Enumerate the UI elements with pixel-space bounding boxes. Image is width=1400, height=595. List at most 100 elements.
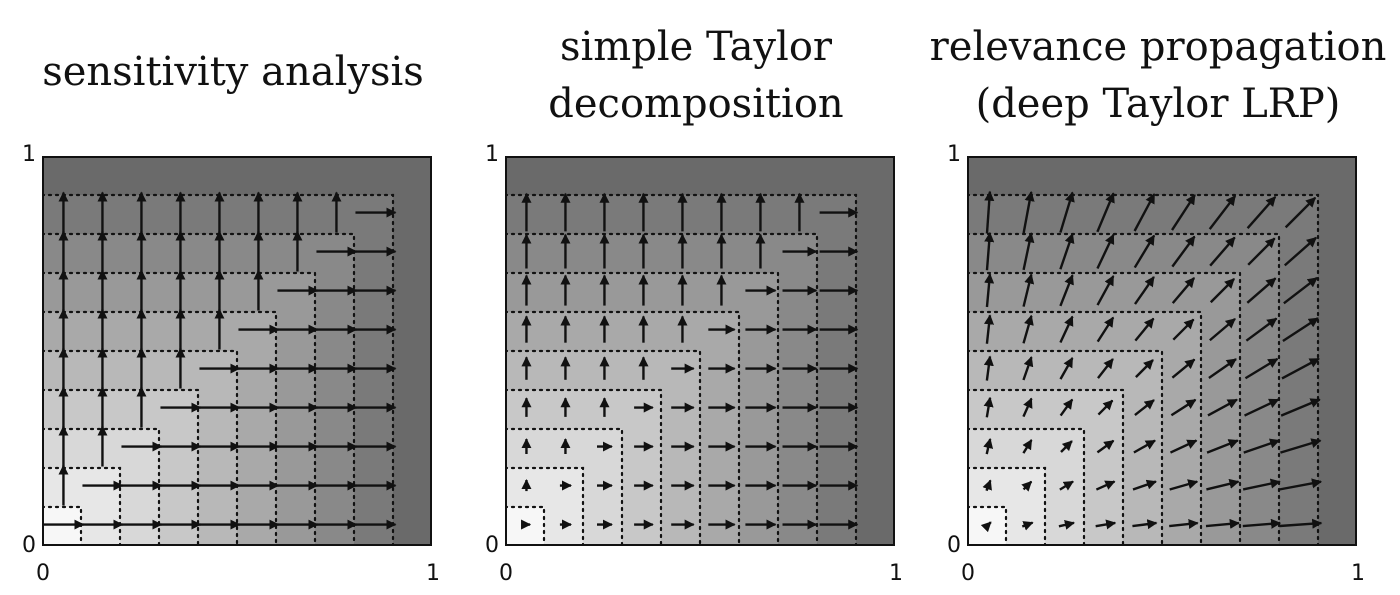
vector-arrow — [1096, 316, 1115, 343]
vector-arrow — [1022, 273, 1035, 307]
contour-line — [42, 388, 200, 546]
contour-line — [505, 310, 741, 546]
vector-arrow — [1132, 479, 1157, 491]
y-tick-min: 0 — [947, 533, 961, 558]
contour-line — [42, 427, 161, 546]
vector-arrow — [1280, 398, 1321, 417]
x-tick-max: 1 — [426, 561, 440, 586]
panel-title-line-1: sensitivity analysis — [42, 49, 424, 95]
vector-arrow — [1096, 233, 1115, 269]
vector-arrow — [1206, 439, 1239, 454]
panel-simple-taylor-decomposition: simple Taylor decomposition 1 0 0 1 — [463, 0, 929, 595]
vector-arrow — [1245, 317, 1278, 342]
contour-line — [505, 193, 858, 546]
vector-arrow — [1244, 357, 1279, 380]
vector-arrow — [1059, 398, 1074, 417]
contour-line — [967, 193, 1320, 546]
vector-arrow — [1060, 440, 1073, 453]
contour-line — [505, 427, 624, 546]
vector-arrow — [1135, 359, 1154, 378]
vector-arrow — [1022, 397, 1033, 418]
vector-arrow — [1209, 236, 1236, 267]
vector-arrow — [1242, 478, 1281, 491]
vector-arrow — [1171, 358, 1196, 379]
vector-arrow — [1133, 193, 1156, 232]
vector-arrow — [1246, 196, 1277, 230]
vector-arrow — [1169, 439, 1198, 454]
panel-sensitivity-analysis: sensitivity analysis 1 0 0 1 — [0, 0, 466, 595]
vector-arrow — [980, 521, 992, 533]
vector-arrow — [1022, 232, 1035, 271]
vector-arrow — [1172, 318, 1195, 341]
contour-line — [967, 310, 1203, 546]
plot-frame — [505, 156, 895, 546]
vector-arrow — [1209, 278, 1235, 304]
vector-arrow — [1133, 439, 1156, 454]
vector-field-svg — [967, 156, 1357, 546]
vector-arrow — [1282, 317, 1319, 342]
vector-arrow — [1022, 439, 1033, 454]
x-tick-max: 1 — [889, 561, 903, 586]
contour-line — [505, 505, 546, 546]
vector-arrow — [1059, 232, 1075, 270]
vector-arrow — [1133, 234, 1156, 269]
vector-arrow — [1022, 314, 1034, 344]
vector-arrow — [1097, 399, 1114, 416]
panel-title-line-1: relevance propagation — [929, 24, 1387, 70]
vector-arrow — [1208, 195, 1237, 230]
contour-band — [42, 507, 81, 546]
y-tick-max: 1 — [947, 142, 961, 167]
contour-line — [42, 466, 122, 546]
vector-arrow — [1169, 518, 1199, 530]
vector-arrow — [1169, 479, 1199, 491]
vector-arrow — [1205, 518, 1240, 529]
vector-arrow — [1096, 439, 1115, 454]
contour-line — [42, 193, 395, 546]
panel-title-line-2: decomposition — [548, 81, 844, 127]
vector-arrow — [1279, 518, 1323, 529]
vector-arrow — [1171, 235, 1196, 268]
vector-arrow — [983, 355, 994, 381]
vector-arrow — [1283, 276, 1318, 305]
vector-arrow — [1059, 480, 1074, 491]
vector-arrow — [1022, 190, 1035, 234]
vector-arrow — [1209, 317, 1236, 342]
x-tick-min: 0 — [961, 561, 975, 586]
vector-field-plot — [967, 156, 1357, 546]
vector-arrow — [984, 273, 995, 308]
vector-arrow — [1096, 275, 1115, 306]
vector-arrow — [983, 396, 994, 418]
vector-arrow — [1095, 519, 1117, 530]
vector-arrow — [983, 438, 994, 455]
vector-arrow — [1170, 398, 1197, 417]
vector-arrow — [1171, 194, 1196, 231]
vector-field-svg — [42, 156, 432, 546]
contour-line — [967, 505, 1008, 546]
vector-arrow — [1134, 317, 1155, 342]
panel-deep-taylor-lrp: relevance propagation (deep Taylor LRP) … — [925, 0, 1391, 595]
vector-arrow — [1096, 192, 1115, 233]
x-tick-min: 0 — [499, 561, 513, 586]
vector-arrow — [1021, 521, 1034, 531]
contour-line — [505, 388, 663, 546]
vector-arrow — [984, 190, 995, 234]
contour-line — [967, 388, 1125, 546]
x-tick-max: 1 — [1351, 561, 1365, 586]
contour-line — [42, 271, 317, 546]
vector-arrow — [1134, 276, 1155, 305]
vector-arrow — [984, 231, 995, 271]
vector-arrow — [1059, 357, 1074, 380]
vector-arrow — [1244, 398, 1280, 417]
vector-arrow — [1283, 236, 1317, 267]
contour-line — [967, 427, 1086, 546]
vector-arrow — [1058, 519, 1075, 530]
vector-arrow — [1246, 277, 1277, 304]
vector-arrow — [1206, 478, 1240, 491]
vector-arrow — [982, 479, 992, 492]
vector-arrow — [1059, 191, 1075, 233]
vector-arrow — [1132, 519, 1158, 530]
vector-arrow — [1059, 274, 1074, 307]
y-tick-max: 1 — [485, 142, 499, 167]
vector-arrow — [1097, 358, 1114, 379]
contour-line — [505, 466, 585, 546]
